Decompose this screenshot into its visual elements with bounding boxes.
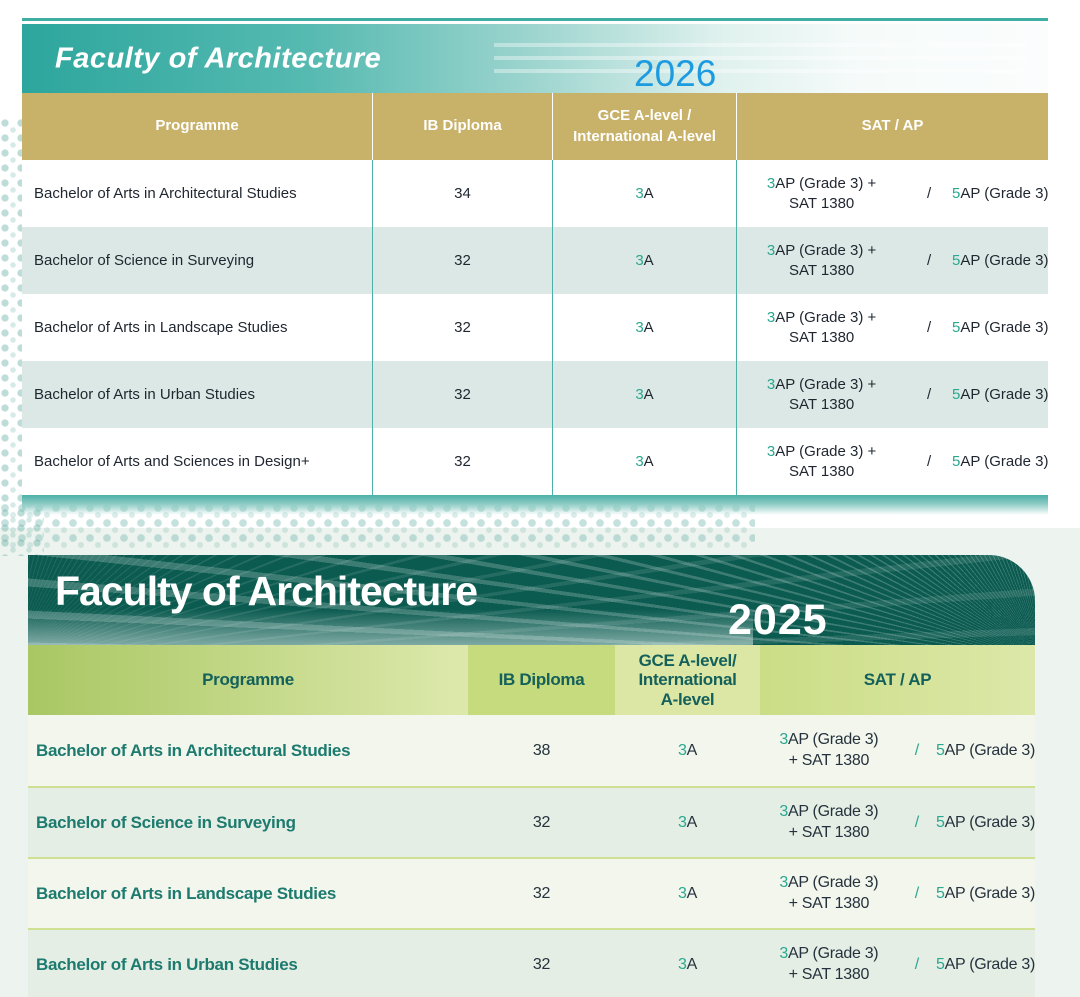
ap-accent-number: 5 bbox=[952, 185, 961, 202]
sat-option-1: 3AP (Grade 3) + SAT 1380 bbox=[766, 309, 877, 346]
sat-option-1: 3AP (Grade 3) + SAT 1380 bbox=[766, 242, 877, 279]
sat-option-1: 3AP (Grade 3) + SAT 1380 bbox=[766, 443, 877, 480]
col-header-sat: SAT / AP bbox=[760, 645, 1035, 715]
option-separator: / bbox=[914, 741, 919, 759]
programme-cell: Bachelor of Arts in Urban Studies bbox=[22, 361, 372, 428]
sat-cell: 3AP (Grade 3) + SAT 1380 / 5AP (Grade 3) bbox=[736, 227, 1048, 294]
sat-option-2: 5AP (Grade 3) bbox=[936, 955, 1035, 973]
year-label-2025: 2025 bbox=[728, 596, 828, 644]
sat-option-1: 3AP (Grade 3) + SAT 1380 bbox=[779, 944, 879, 983]
programme-cell: Bachelor of Arts in Landscape Studies bbox=[22, 294, 372, 361]
option-separator: / bbox=[914, 955, 919, 973]
option-separator: / bbox=[927, 386, 932, 403]
bottom-accent-bar bbox=[22, 495, 1048, 515]
sat-option-1: 3AP (Grade 3) + SAT 1380 bbox=[766, 376, 877, 413]
faculty-title-2025: Faculty of Architecture bbox=[55, 568, 478, 614]
banner-streaks bbox=[493, 34, 1028, 82]
sat-cell: 3AP (Grade 3) + SAT 1380 / 5AP (Grade 3) bbox=[736, 160, 1048, 227]
gce-accent-number: 3 bbox=[635, 185, 644, 202]
col-header-gce: GCE A-level / International A-level bbox=[552, 93, 736, 160]
col-header-sat: SAT / AP bbox=[736, 93, 1048, 160]
banner-2026: Faculty of Architecture 2026 bbox=[22, 24, 1048, 94]
ib-cell: 32 bbox=[372, 227, 552, 294]
ib-cell: 32 bbox=[468, 928, 615, 997]
programme-cell: Bachelor of Science in Surveying bbox=[22, 227, 372, 294]
ib-cell: 34 bbox=[372, 160, 552, 227]
sat-option-2: 5AP (Grade 3) bbox=[952, 453, 1049, 470]
option-separator: / bbox=[927, 453, 932, 470]
table-2026: Faculty of Architecture 2026 Programme I… bbox=[22, 18, 1048, 515]
ap-accent-number: 3 bbox=[766, 175, 776, 192]
programme-cell: Bachelor of Arts in Architectural Studie… bbox=[28, 715, 468, 786]
sat-option-1: 3AP (Grade 3) + SAT 1380 bbox=[779, 873, 879, 912]
sat-option-2: 5AP (Grade 3) bbox=[952, 185, 1049, 202]
ib-cell: 32 bbox=[468, 857, 615, 928]
banner-bottom-fade bbox=[28, 609, 754, 645]
sat-cell: 3AP (Grade 3) + SAT 1380 / 5AP (Grade 3) bbox=[736, 428, 1048, 495]
year-label-2026: 2026 bbox=[634, 53, 717, 94]
sat-score-line: SAT 1380 bbox=[788, 194, 855, 212]
ib-cell: 38 bbox=[468, 715, 615, 786]
programme-cell: Bachelor of Arts in Urban Studies bbox=[28, 928, 468, 997]
ib-cell: 32 bbox=[468, 786, 615, 857]
banner-2025: Faculty of Architecture 2025 bbox=[28, 555, 1035, 645]
sat-cell: 3AP (Grade 3) + SAT 1380 / 5AP (Grade 3) bbox=[760, 928, 1035, 997]
option-separator: / bbox=[914, 884, 919, 902]
ib-cell: 32 bbox=[372, 294, 552, 361]
ib-cell: 32 bbox=[372, 428, 552, 495]
sat-cell: 3AP (Grade 3) + SAT 1380 / 5AP (Grade 3) bbox=[760, 786, 1035, 857]
table-2025: Faculty of Architecture 2025 Programme I… bbox=[28, 555, 1035, 997]
option-separator: / bbox=[914, 813, 919, 831]
table-2025-grid: Programme IB Diploma GCE A-level/ Intern… bbox=[28, 645, 1035, 997]
sat-option-2: 5AP (Grade 3) bbox=[936, 741, 1035, 759]
col-header-programme: Programme bbox=[28, 645, 468, 715]
sat-cell: 3AP (Grade 3) + SAT 1380 / 5AP (Grade 3) bbox=[736, 361, 1048, 428]
faculty-title-2026: Faculty of Architecture bbox=[55, 42, 382, 74]
programme-cell: Bachelor of Science in Surveying bbox=[28, 786, 468, 857]
option-separator: / bbox=[927, 319, 932, 336]
programme-cell: Bachelor of Arts in Landscape Studies bbox=[28, 857, 468, 928]
programme-cell: Bachelor of Arts and Sciences in Design+ bbox=[22, 428, 372, 495]
sat-option-2: 5AP (Grade 3) bbox=[952, 252, 1049, 269]
sat-cell: 3AP (Grade 3) + SAT 1380 / 5AP (Grade 3) bbox=[760, 857, 1035, 928]
sat-option-2: 5AP (Grade 3) bbox=[952, 319, 1049, 336]
gce-grade-letter: A bbox=[643, 185, 654, 202]
programme-cell: Bachelor of Arts in Architectural Studie… bbox=[22, 160, 372, 227]
table-2026-grid: Programme IB Diploma GCE A-level / Inter… bbox=[22, 93, 1048, 495]
sat-option-1: 3AP (Grade 3) + SAT 1380 bbox=[779, 730, 879, 769]
col-header-ib: IB Diploma bbox=[468, 645, 615, 715]
sat-option-1: 3AP (Grade 3) + SAT 1380 bbox=[779, 802, 879, 841]
sat-cell: 3AP (Grade 3) + SAT 1380 / 5AP (Grade 3) bbox=[736, 294, 1048, 361]
sat-option-2: 5AP (Grade 3) bbox=[936, 884, 1035, 902]
option-separator: / bbox=[927, 185, 932, 202]
option-separator: / bbox=[927, 252, 932, 269]
col-header-gce: GCE A-level/ International A-level bbox=[615, 645, 760, 715]
sat-option-1: 3AP (Grade 3) + SAT 1380 bbox=[737, 174, 906, 213]
top-accent-line bbox=[22, 18, 1048, 21]
sat-cell: 3AP (Grade 3) + SAT 1380 / 5AP (Grade 3) bbox=[760, 715, 1035, 786]
ib-cell: 32 bbox=[372, 361, 552, 428]
sat-option-2: 5AP (Grade 3) bbox=[936, 813, 1035, 831]
col-header-ib: IB Diploma bbox=[372, 93, 552, 160]
col-header-programme: Programme bbox=[22, 93, 372, 160]
sat-option-2: 5AP (Grade 3) bbox=[952, 386, 1049, 403]
